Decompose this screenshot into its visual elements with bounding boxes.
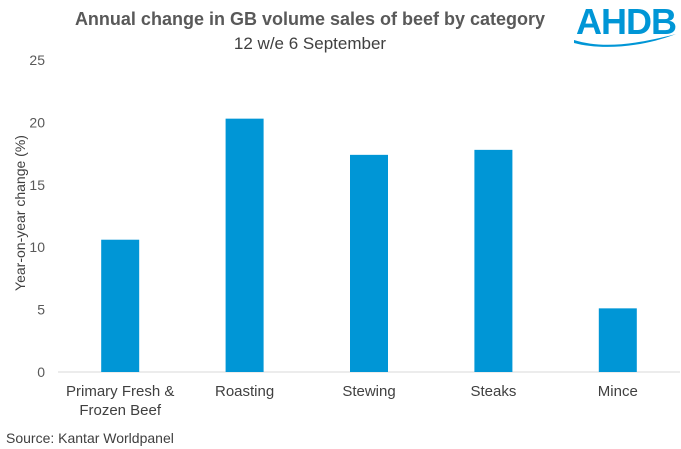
x-tick-label: Roasting — [215, 383, 274, 400]
bar — [350, 154, 388, 372]
x-tick-label: Stewing — [342, 383, 395, 400]
x-tick-label: Steaks — [470, 383, 516, 400]
bar — [101, 239, 140, 372]
y-tick-label: 20 — [29, 114, 45, 130]
y-tick-label: 10 — [29, 239, 45, 255]
bar — [474, 149, 513, 372]
logo-wave-icon — [574, 34, 676, 47]
logo-text: AHDB — [576, 1, 677, 42]
bar — [598, 308, 637, 372]
ahdb-logo: AHDB — [570, 2, 680, 48]
bar — [225, 118, 264, 372]
y-tick-label: 5 — [37, 302, 45, 318]
chart-title: Annual change in GB volume sales of beef… — [74, 9, 546, 29]
x-tick-label: Mince — [598, 383, 638, 400]
y-tick-label: 0 — [37, 364, 45, 380]
x-tick-label: Primary Fresh & Frozen Beef — [66, 383, 174, 419]
source-note: Source: Kantar Worldpanel — [6, 430, 174, 446]
chart-subtitle: 12 w/e 6 September — [233, 34, 387, 53]
y-tick-label: 25 — [29, 52, 45, 68]
y-tick-label: 15 — [29, 177, 45, 193]
